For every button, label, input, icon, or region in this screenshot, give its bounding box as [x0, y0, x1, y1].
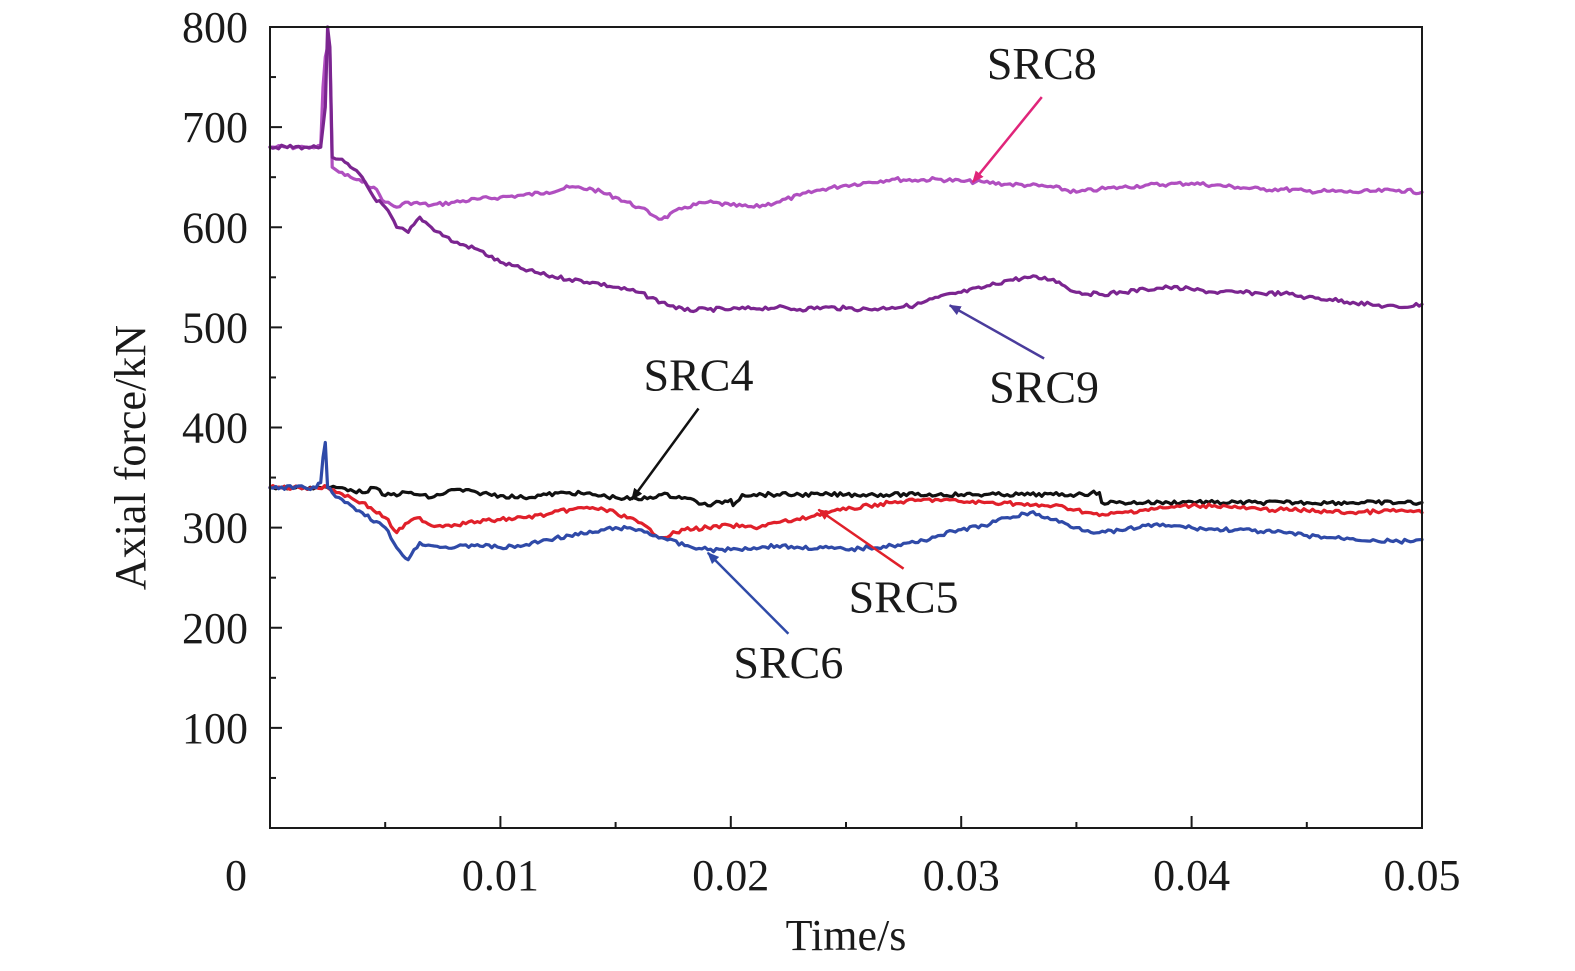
series-line-src5: [268, 484, 1424, 540]
annotation-label-src4: SRC4: [644, 350, 754, 401]
series-line-src4: [268, 484, 1424, 508]
series-layer: [268, 25, 1424, 562]
x-axis-title: Time/s: [786, 911, 907, 960]
annotation-arrow-src5: [817, 508, 905, 570]
annotation-arrow-src4: [630, 407, 700, 501]
x-tick-label: 0.04: [1153, 851, 1230, 900]
y-tick-label: 200: [182, 604, 248, 653]
annotation-label-src6: SRC6: [733, 637, 843, 688]
series-line-src6: [268, 440, 1424, 562]
x-tick-label: 0: [225, 851, 247, 900]
annotation-label-src8: SRC8: [987, 38, 1097, 89]
annotation-label-src9: SRC9: [989, 362, 1099, 413]
y-tick-label: 700: [182, 103, 248, 152]
x-tick-label: 0.02: [692, 851, 769, 900]
annotation-arrow-src8: [971, 96, 1043, 183]
annotation-arrow-src9: [948, 304, 1045, 360]
y-axis-ticks: 100 200 300 400 500 600 700 800: [182, 3, 282, 779]
annotation-arrow-src6: [706, 551, 790, 635]
x-axis-ticks: 0 0.01 0.02 0.03 0.04 0.05: [225, 816, 1461, 900]
y-tick-label: 500: [182, 303, 248, 352]
x-tick-label: 0.01: [462, 851, 539, 900]
x-tick-label: 0.05: [1384, 851, 1461, 900]
y-tick-label: 400: [182, 404, 248, 453]
y-tick-label: 600: [182, 203, 248, 252]
series-line-src9: [268, 25, 1424, 314]
annotation-label-src5: SRC5: [849, 572, 959, 623]
series-line-src8: [268, 45, 1424, 221]
y-axis-title: Axial force/kN: [106, 325, 155, 590]
y-tick-label: 100: [182, 704, 248, 753]
x-tick-label: 0.03: [923, 851, 1000, 900]
plot-frame: [269, 26, 1423, 829]
y-tick-label: 800: [182, 3, 248, 52]
y-tick-label: 300: [182, 504, 248, 553]
